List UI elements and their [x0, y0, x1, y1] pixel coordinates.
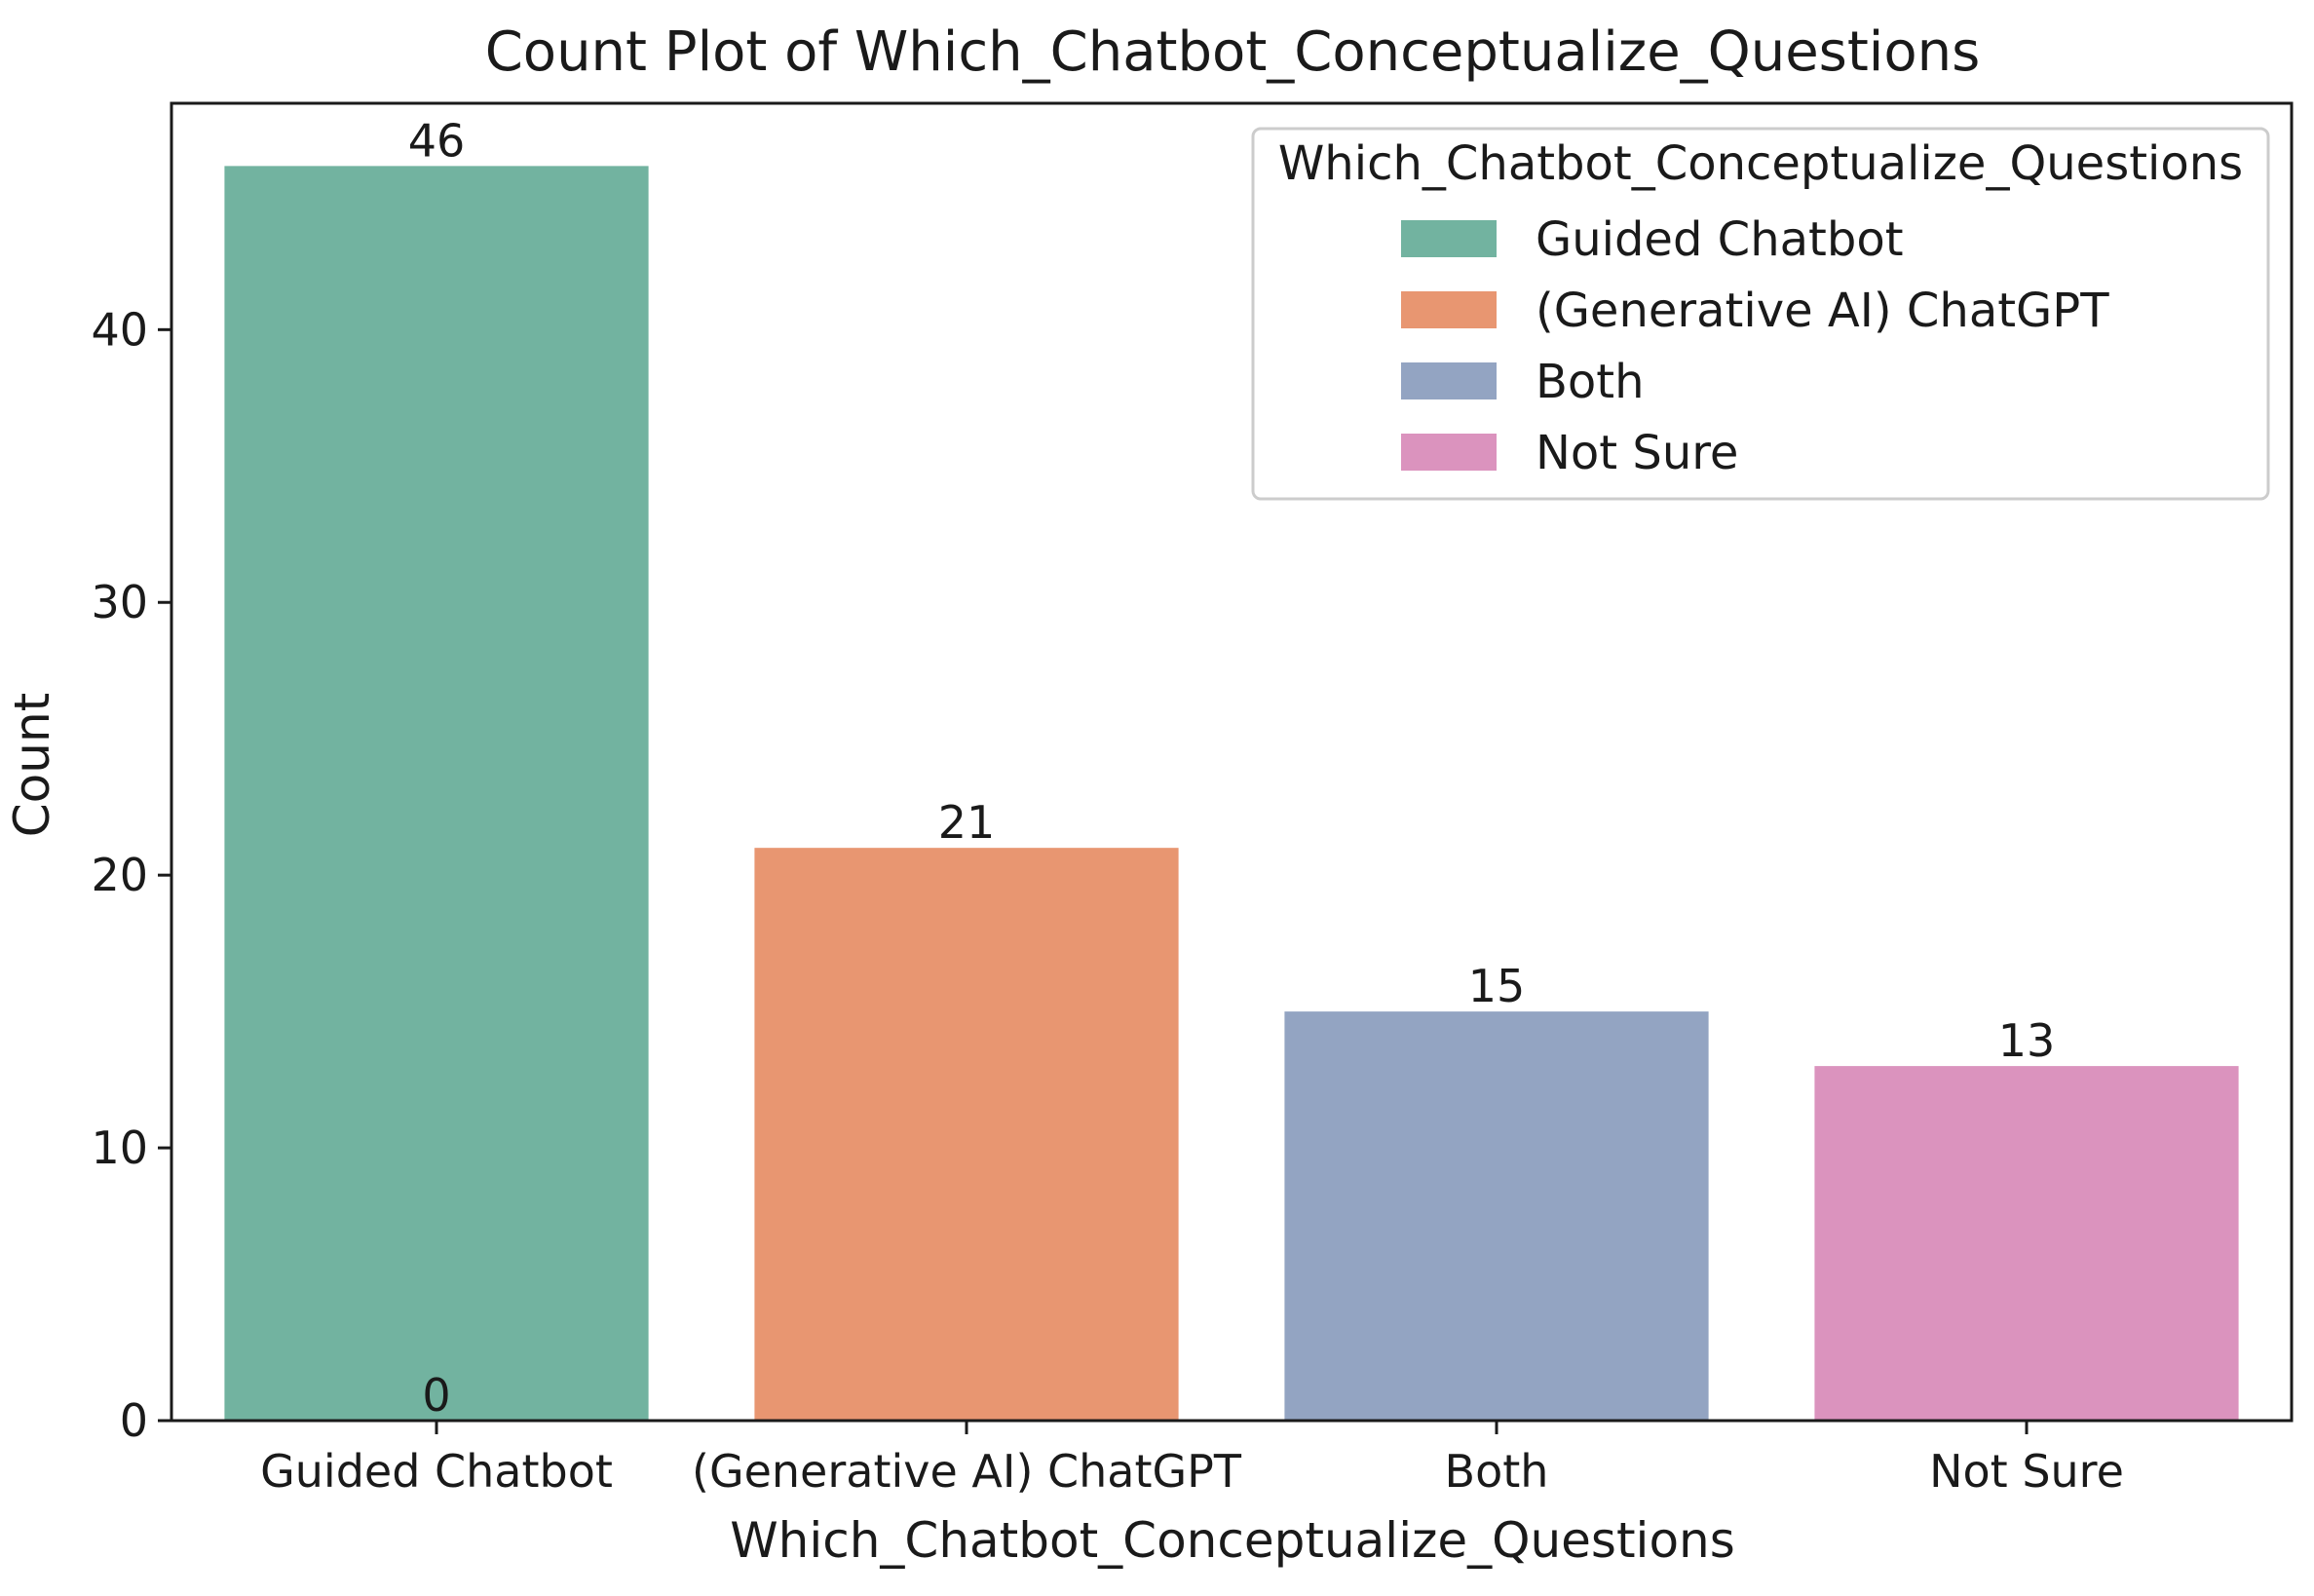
- legend-entry-1: (Generative AI) ChatGPT: [1536, 284, 2109, 338]
- y-tick-label-3: 30: [91, 576, 148, 628]
- legend-entry-0: Guided Chatbot: [1536, 212, 1904, 267]
- chart-title: Count Plot of Which_Chatbot_Conceptualiz…: [485, 20, 1981, 84]
- y-tick-label-2: 20: [91, 849, 148, 901]
- y-tick-label-4: 40: [91, 303, 148, 356]
- bar-2: [1284, 1011, 1709, 1421]
- legend-frame: [1251, 127, 2270, 501]
- x-tick-label-1: (Generative AI) ChatGPT: [692, 1445, 1242, 1498]
- bar-0: [224, 166, 649, 1421]
- legend-swatch-1: [1401, 291, 1497, 328]
- legend: Which_Chatbot_Conceptualize_Questions Gui…: [1251, 127, 2270, 501]
- x-tick-label-2: Both: [1445, 1445, 1549, 1498]
- data-label-3: 13: [1998, 1014, 2056, 1067]
- x-axis-label: Which_Chatbot_Conceptualize_Questions: [730, 1512, 1735, 1569]
- y-tick-label-1: 10: [91, 1121, 148, 1174]
- bar-1: [754, 848, 1179, 1421]
- x-tick-label-0: Guided Chatbot: [260, 1445, 613, 1498]
- legend-swatch-3: [1401, 434, 1497, 471]
- y-axis-label: Count: [4, 693, 60, 838]
- data-label-0: 46: [408, 114, 466, 167]
- legend-title: Which_Chatbot_Conceptualize_Questions: [1278, 136, 2243, 191]
- legend-swatch-0: [1401, 220, 1497, 257]
- data-label-1: 21: [938, 796, 996, 849]
- legend-entry-3: Not Sure: [1536, 426, 1738, 480]
- plot-area: 46 21 15 13 0 0 10 20 30 40 Guided Chatbot (Generat…: [91, 101, 2294, 1498]
- legend-entry-2: Both: [1536, 355, 1645, 409]
- axes-frame: [170, 101, 2294, 1423]
- x-tick-label-3: Not Sure: [1929, 1445, 2124, 1498]
- data-label-2: 15: [1468, 960, 1526, 1012]
- legend-swatch-2: [1401, 362, 1497, 399]
- zero-annotation: 0: [422, 1369, 450, 1422]
- y-tick-label-0: 0: [120, 1394, 148, 1447]
- bar-3: [1814, 1066, 2239, 1421]
